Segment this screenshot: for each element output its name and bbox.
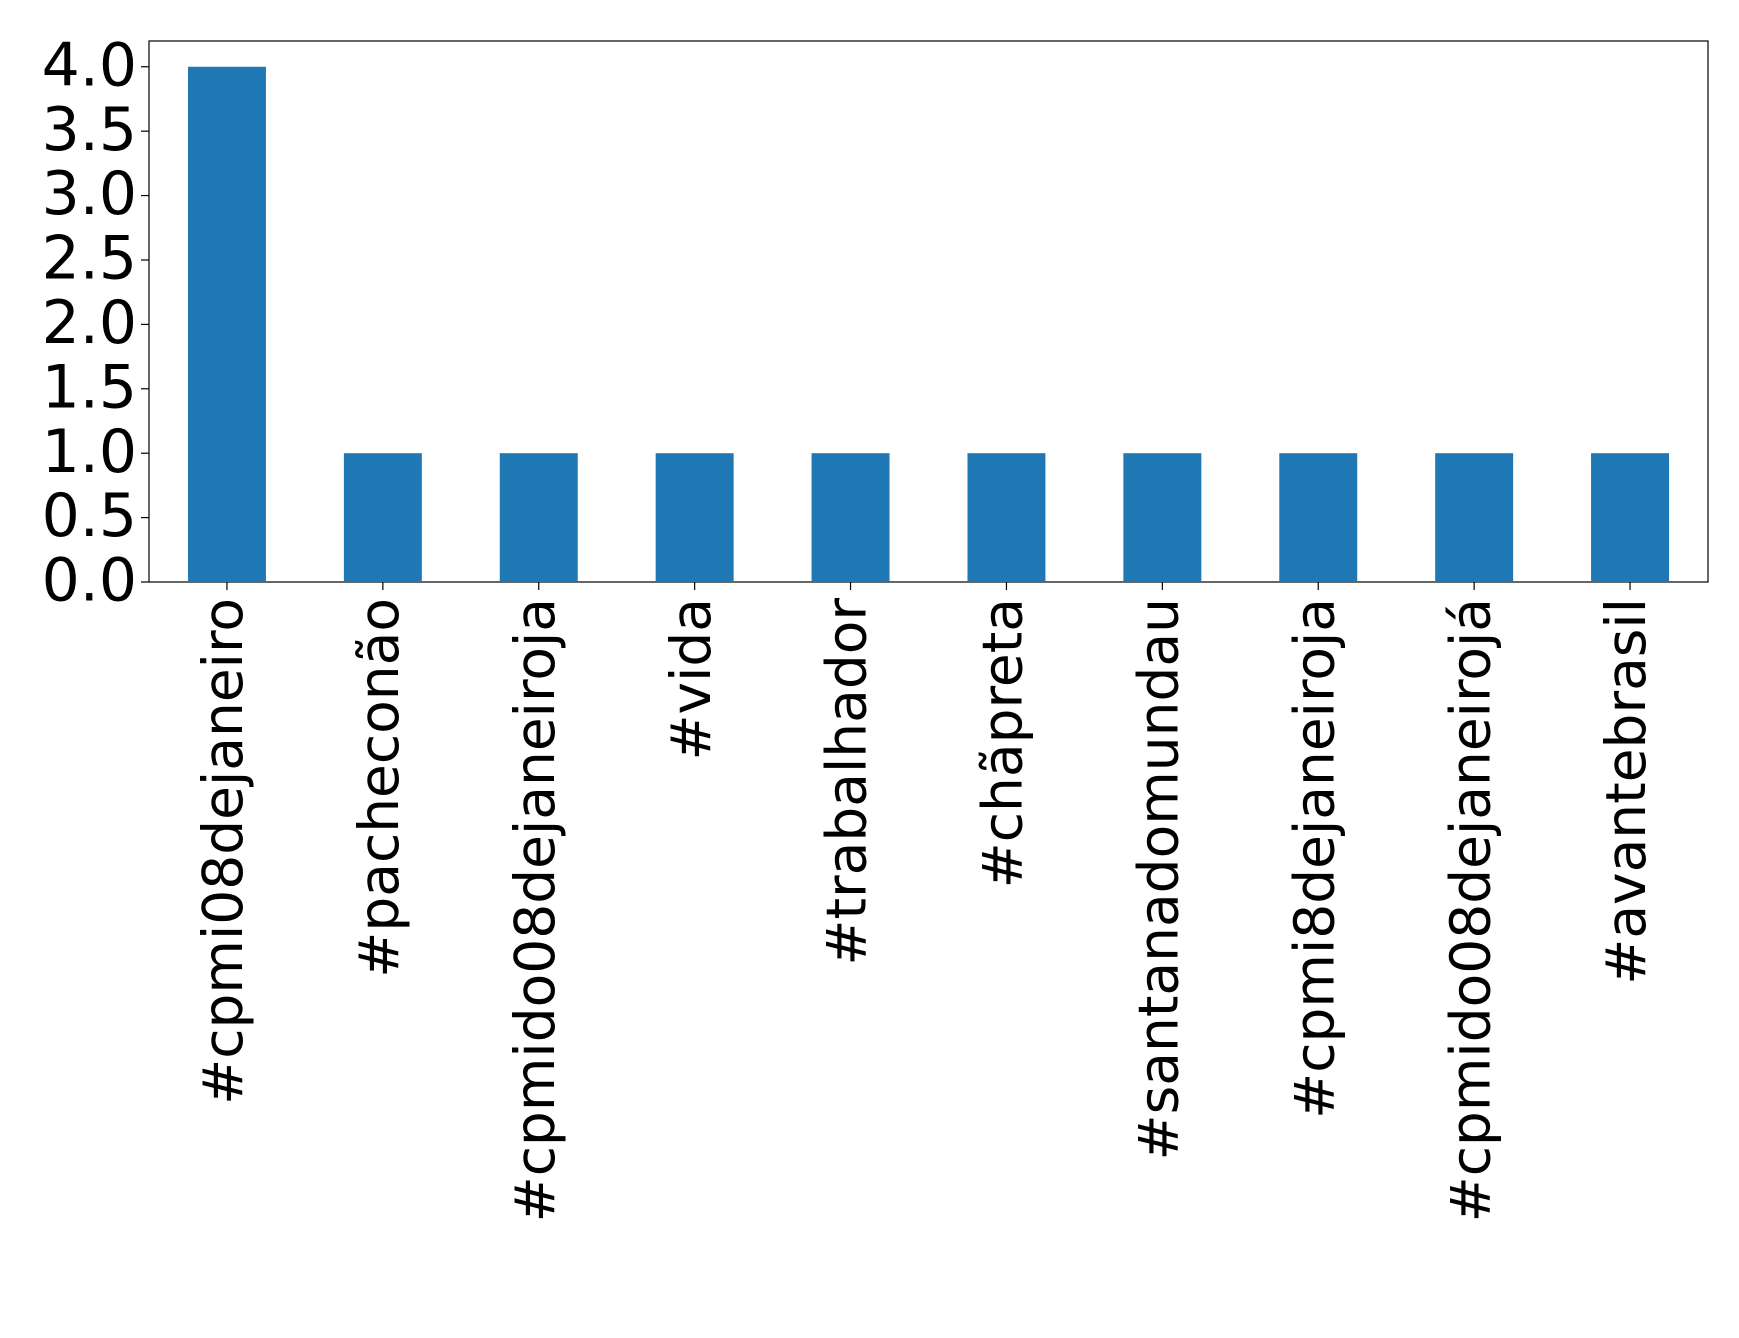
y-tick-label: 0.0 [42, 546, 137, 616]
y-tick-label: 3.5 [42, 95, 137, 165]
y-tick-label: 4.0 [42, 30, 137, 100]
bar [1279, 453, 1358, 582]
y-tick-label: 0.5 [42, 481, 137, 551]
x-tick-label: #cpmi08dejaneiro [191, 598, 255, 1105]
bar [1591, 453, 1670, 582]
plot-frame [148, 40, 1709, 583]
x-tick-label: #cpmido08dejaneiroja [503, 598, 567, 1222]
y-tick-label: 2.0 [42, 288, 137, 358]
bar [1435, 453, 1514, 582]
x-tick-label: #avantebrasil [1594, 598, 1658, 985]
x-tick-label: #santanadomundau [1126, 598, 1190, 1160]
bar [655, 453, 734, 582]
x-tick-label: #chãpreta [971, 598, 1035, 888]
y-tick-label: 3.0 [42, 159, 137, 229]
y-tick-label: 1.5 [42, 352, 137, 422]
x-tick-label: #cpmi8dejaneiroja [1282, 598, 1346, 1119]
bar [499, 453, 578, 582]
x-tick-label: #pacheconão [347, 598, 411, 978]
bar [343, 453, 422, 582]
bar [967, 453, 1046, 582]
x-tick-label: #cpmido08dejaneirojá [1438, 598, 1502, 1222]
bar [811, 453, 890, 582]
bar [1123, 453, 1202, 582]
x-tick-label: #vida [659, 598, 723, 761]
y-tick-label: 1.0 [42, 417, 137, 487]
bar [187, 66, 266, 582]
y-tick-label: 2.5 [42, 224, 137, 294]
x-tick-label: #trabalhador [815, 598, 879, 966]
